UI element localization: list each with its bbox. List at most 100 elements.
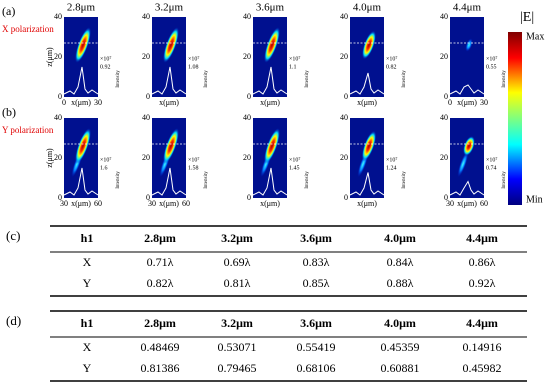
field-spot [465, 38, 473, 52]
table-header: h1 [81, 316, 94, 330]
field-spot [361, 30, 377, 60]
table-cell: 0.81386 [141, 361, 180, 375]
colorbar [508, 32, 522, 205]
y-tick-label: 40 [440, 12, 448, 21]
y-tick-label: 40 [340, 113, 348, 122]
table-cell: 0.48469 [141, 340, 180, 354]
y-tick-label: 0 [247, 193, 251, 202]
y-tick-label: 40 [54, 12, 62, 21]
field-spot [463, 136, 475, 156]
y-tick-label: 40 [142, 12, 150, 21]
y-tick-label: 20 [54, 153, 62, 162]
table-cell: 0.69λ [224, 255, 251, 269]
intensity-axis-label: Intensity [402, 171, 407, 189]
table-cell: 0.81λ [224, 276, 251, 290]
intensity-curve [151, 66, 187, 95]
intensity-axis-label: Intensity [116, 70, 121, 88]
table-header: 3.6μm [300, 231, 332, 245]
scale-exponent: ×10⁷ [486, 157, 497, 163]
x-axis-label: x(μm) [357, 98, 377, 107]
wavelength-label: 3.2μm [155, 2, 184, 14]
table-cell: 0.14916 [463, 340, 502, 354]
x-axis-label: x(μm) [71, 199, 91, 208]
field-spot [162, 27, 180, 63]
y-tick-label: 40 [243, 12, 251, 21]
intensity-axis-label: Intensity [204, 171, 209, 189]
table-cell: 0.83λ [303, 255, 330, 269]
table-header: h1 [81, 231, 94, 245]
field-spot [263, 128, 281, 164]
y-tick-label: 40 [243, 113, 251, 122]
y-tick-label: 0 [58, 92, 62, 101]
y-tick-label: 40 [142, 113, 150, 122]
scale-exponent: ×10⁷ [188, 157, 199, 163]
x-axis-label: x(μm) [159, 98, 179, 107]
intensity-axis-label: Intensity [116, 171, 121, 189]
z-axis-label: z(μm) [45, 148, 54, 168]
x-axis-label: x(μm) [357, 199, 377, 208]
x-tick-label: 0 [448, 98, 452, 107]
table-cell: 0.85λ [303, 276, 330, 290]
y-tick-label: 0 [146, 92, 150, 101]
table-label: (c) [6, 228, 20, 243]
field-side-lobe [457, 150, 469, 178]
field-spot [263, 27, 281, 63]
table-cell: 0.45359 [381, 340, 420, 354]
table-header: 4.0μm [384, 316, 416, 330]
x-tick-label: 60 [182, 199, 190, 208]
wavelength-label: 3.6μm [256, 2, 285, 14]
peak-intensity: 1.08 [188, 64, 199, 70]
z-axis-label: z(μm) [45, 47, 54, 67]
table-cell: 0.68106 [297, 361, 336, 375]
table-cell: 0.84λ [387, 255, 414, 269]
y-tick-label: 0 [344, 193, 348, 202]
peak-intensity: 1.24 [386, 165, 397, 171]
peak-intensity: 1.45 [289, 165, 300, 171]
heatmap [450, 17, 484, 97]
field-spot [361, 130, 377, 162]
x-tick-label: 30 [94, 98, 102, 107]
y-tick-label: 40 [440, 113, 448, 122]
intensity-curve [252, 167, 288, 196]
peak-intensity: 0.82 [386, 64, 397, 70]
scale-exponent: ×10⁷ [289, 157, 300, 163]
wavelength-label: 2.8μm [67, 2, 96, 14]
table-cell: 0.60881 [381, 361, 420, 375]
table-header: 3.2μm [221, 316, 253, 330]
intensity-axis-label: Intensity [305, 70, 310, 88]
panel-label: (a) [2, 4, 15, 18]
table-header: 3.2μm [221, 231, 253, 245]
table-cell: 0.82λ [147, 276, 174, 290]
peak-intensity: 0.74 [486, 165, 497, 171]
intensity-curve [449, 84, 485, 95]
intensity-curve [349, 72, 385, 95]
y-tick-label: 40 [54, 113, 62, 122]
table-header: 3.6μm [300, 316, 332, 330]
x-tick-label: 30 [446, 199, 454, 208]
scale-exponent: ×10⁷ [100, 56, 111, 62]
intensity-axis-label: Intensity [502, 70, 507, 88]
table-label: (d) [6, 313, 21, 328]
intensity-axis-label: Intensity [402, 70, 407, 88]
y-tick-label: 20 [243, 153, 251, 162]
y-tick-label: 20 [54, 52, 62, 61]
table-cell: Y [83, 276, 92, 290]
peak-intensity: 0.55 [486, 64, 497, 70]
scale-exponent: ×10⁷ [100, 157, 111, 163]
colorbar-min: Min [526, 194, 543, 205]
x-axis-label: x(μm) [159, 199, 179, 208]
table-cell: 0.88λ [387, 276, 414, 290]
table-header: 2.8μm [144, 231, 176, 245]
table-cell: 0.53071 [218, 340, 257, 354]
y-tick-label: 20 [440, 153, 448, 162]
intensity-axis-label: Intensity [305, 171, 310, 189]
y-tick-label: 40 [340, 12, 348, 21]
polarization-label: X polarization [2, 24, 54, 34]
intensity-axis-label: Intensity [502, 171, 507, 189]
field-spot [162, 128, 180, 164]
table-cell: Y [83, 361, 92, 375]
colorbar-max: Max [526, 31, 544, 42]
y-tick-label: 20 [142, 52, 150, 61]
x-tick-label: 60 [480, 199, 488, 208]
intensity-curve [349, 172, 385, 196]
